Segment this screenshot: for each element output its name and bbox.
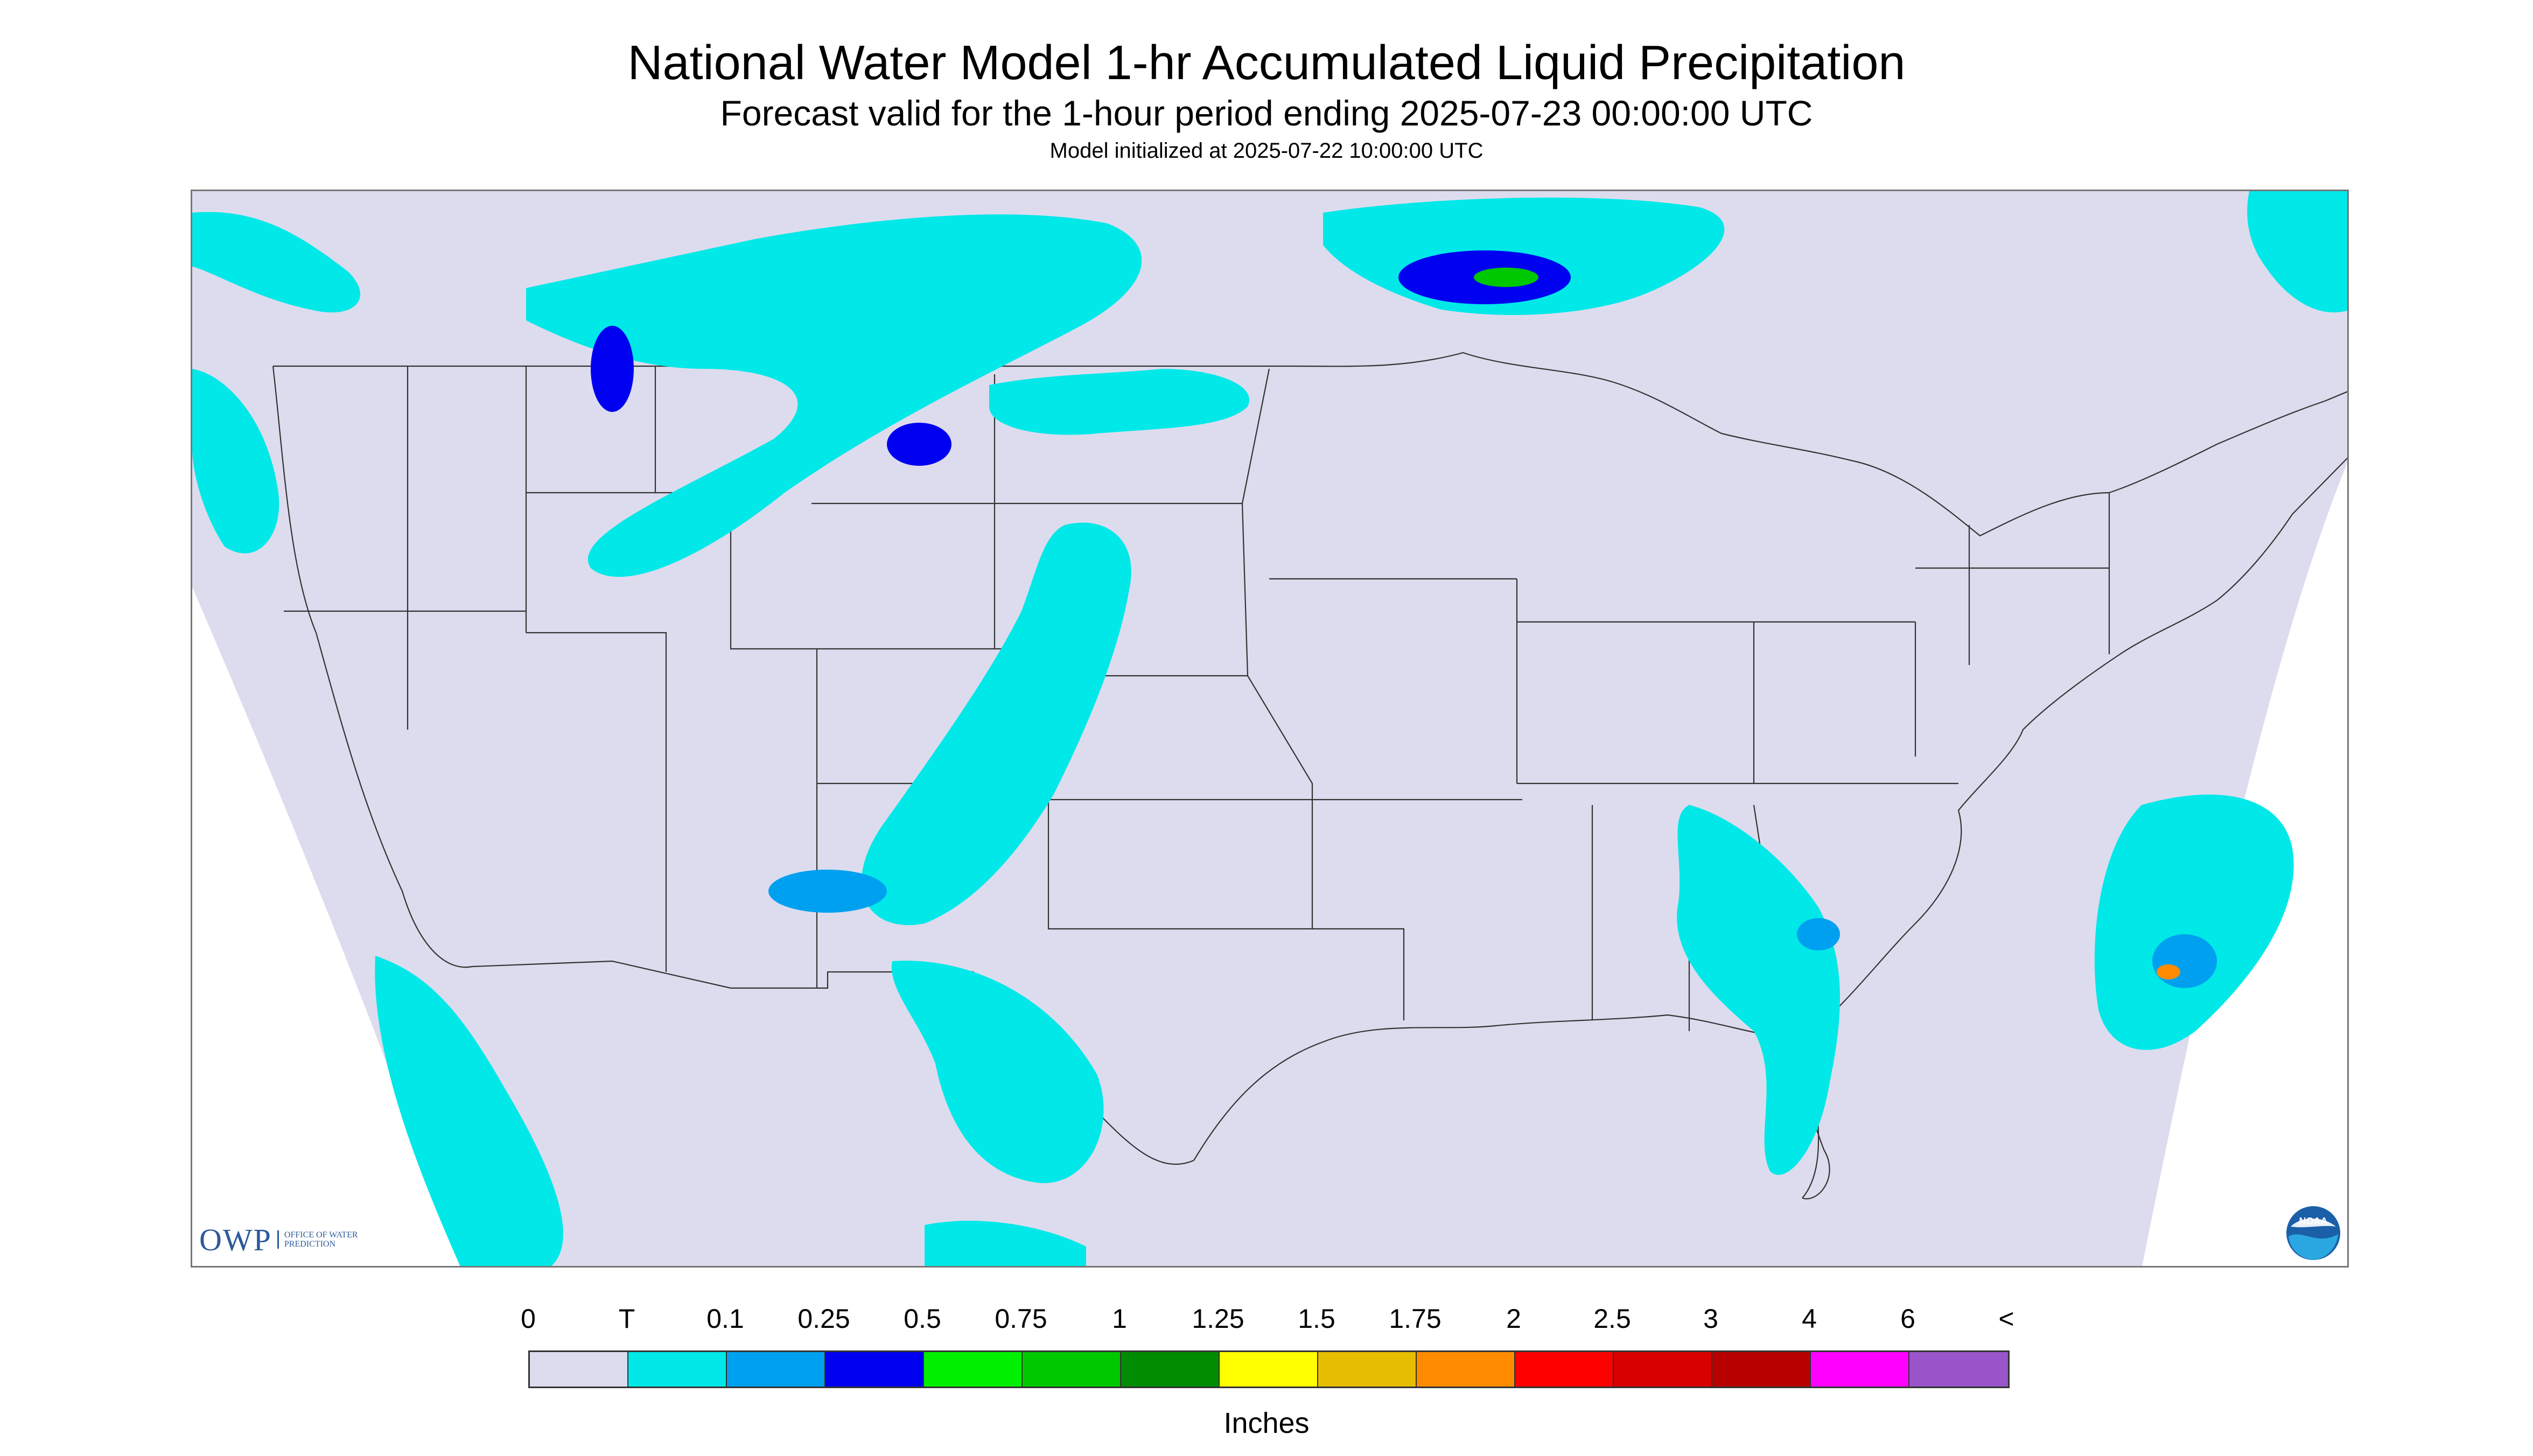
legend-label: 2.5 <box>1593 1304 1631 1334</box>
legend-swatch <box>530 1352 628 1387</box>
legend-swatch <box>727 1352 825 1387</box>
legend-label: 1.75 <box>1389 1304 1442 1334</box>
legend-swatch <box>1417 1352 1515 1387</box>
legend-swatch <box>1023 1352 1121 1387</box>
legend-label: 0.25 <box>797 1304 850 1334</box>
legend-labels: 0 T 0.1 0.25 0.5 0.75 1 1.25 1.5 1.75 2 2.5 3 4 6 < <box>0 1303 2533 1341</box>
precipitation-map <box>191 190 2349 1268</box>
legend-swatch <box>1515 1352 1614 1387</box>
us-canada-border <box>273 352 2347 537</box>
precip-core-green <box>1474 268 1538 287</box>
owp-logo: OWP OFFICE OF WATER PREDICTION <box>199 1222 365 1257</box>
precip-west-coast <box>192 369 279 554</box>
precip-core-nm <box>768 870 887 913</box>
legend-label: 1.25 <box>1192 1304 1244 1334</box>
precip-core-montana <box>887 423 951 466</box>
precip-core-sc <box>1797 918 1840 950</box>
legend-swatch <box>1121 1352 1220 1387</box>
legend-swatch <box>1811 1352 1909 1387</box>
precip-southeast <box>1677 805 1840 1175</box>
legend-label: 0.5 <box>904 1304 941 1334</box>
precip-colorado-corridor <box>861 522 1131 926</box>
legend-swatch <box>1220 1352 1318 1387</box>
precipitation-areas <box>192 191 2347 1266</box>
noaa-logo-text: NOAA <box>2299 1216 2328 1227</box>
legend-swatch <box>825 1352 924 1387</box>
precip-mexico-west <box>375 956 563 1266</box>
map-title: National Water Model 1-hr Accumulated Li… <box>627 36 1906 90</box>
precip-atlantic <box>2094 794 2294 1050</box>
legend-swatch <box>1614 1352 1712 1387</box>
legend-swatch <box>628 1352 727 1387</box>
legend-swatch <box>924 1352 1023 1387</box>
precip-northwest <box>192 212 361 313</box>
model-domain-area <box>192 191 2347 1266</box>
precip-idaho-montana <box>526 214 1142 577</box>
owp-logo-subtext: OFFICE OF WATER PREDICTION <box>277 1230 365 1249</box>
legend-colorbar <box>528 1350 2010 1388</box>
legend-label: 4 <box>1802 1304 1817 1334</box>
precip-mexico-south <box>925 1221 1086 1266</box>
forecast-valid-subtitle: Forecast valid for the 1-hour period end… <box>720 93 1813 133</box>
noaa-logo: NOAA <box>2286 1206 2340 1260</box>
legend-label: 6 <box>1900 1304 1915 1334</box>
legend-label: 0.75 <box>995 1304 1047 1334</box>
precip-labrador <box>2247 191 2347 313</box>
legend-label: 2 <box>1506 1304 1521 1334</box>
legend-swatch <box>1712 1352 1811 1387</box>
owp-logo-text: OWP <box>199 1222 272 1257</box>
precip-core-atlantic <box>2152 934 2217 988</box>
precip-core-atlantic-hot <box>2157 964 2180 979</box>
legend-label: T <box>618 1304 635 1334</box>
legend-label: 1.5 <box>1298 1304 1335 1334</box>
precip-core-idaho <box>591 326 634 412</box>
legend-swatch <box>1909 1352 2008 1387</box>
west-coast <box>272 366 473 968</box>
legend-label: < <box>1998 1304 2014 1334</box>
legend-label: 1 <box>1112 1304 1127 1334</box>
legend-label: 0 <box>521 1304 536 1334</box>
precip-texas-mexico <box>891 961 1104 1184</box>
legend-swatch <box>1318 1352 1417 1387</box>
legend-unit: Inches <box>1223 1407 1310 1439</box>
model-init-line: Model initialized at 2025-07-22 10:00:00… <box>1049 139 1484 163</box>
precip-north-dakota <box>989 369 1250 435</box>
legend-label: 0.1 <box>706 1304 744 1334</box>
legend-label: 3 <box>1703 1304 1718 1334</box>
